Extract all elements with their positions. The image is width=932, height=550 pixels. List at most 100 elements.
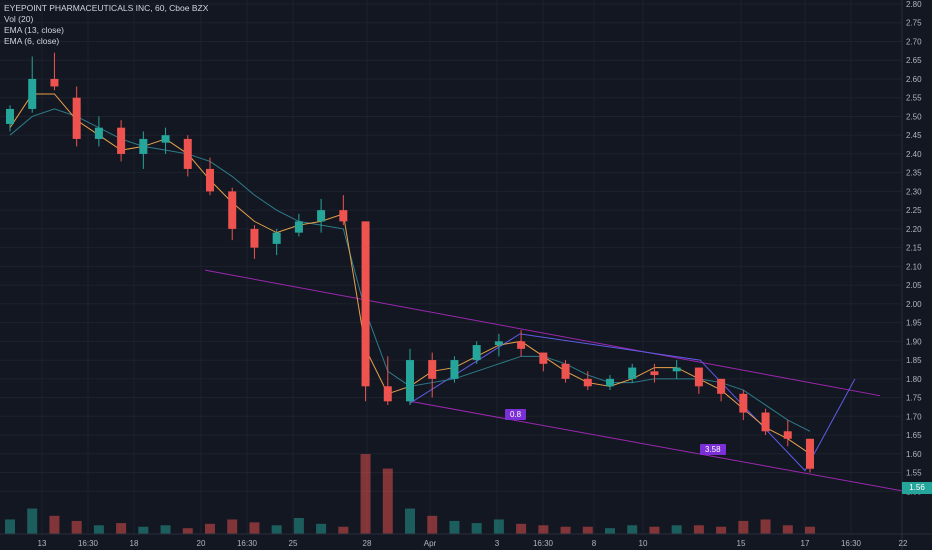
price-tick: 2.30 [906,187,922,196]
price-tick: 2.15 [906,244,922,253]
price-tick: 2.40 [906,150,922,159]
volume-bar [5,519,15,534]
symbol-title[interactable]: EYEPOINT PHARMACEUTICALS INC, 60, Cboe B… [4,3,209,13]
price-tick: 1.60 [906,450,922,459]
time-tick: 22 [899,539,908,548]
price-tick: 2.60 [906,75,922,84]
candle-body [28,78,37,109]
price-tick: 2.70 [906,37,922,46]
price-tick: 2.75 [906,19,922,28]
candle-body [50,78,59,87]
legend-volume[interactable]: Vol (20) [4,14,34,24]
volume-bar [182,528,193,534]
candle-body [739,393,748,413]
last-price-tag: 1.56 [902,482,932,494]
time-tick: Apr [424,539,437,548]
price-tick: 2.50 [906,112,922,121]
time-tick: 17 [801,539,810,548]
candle-body [206,168,214,192]
volume-bar [582,526,593,534]
price-tick: 1.90 [906,337,922,346]
time-tick: 10 [639,539,648,548]
volume-bar [249,522,260,534]
candle-body [450,360,459,379]
volume-bar [649,526,660,534]
candle-body [517,341,526,349]
volume-bars [5,454,815,534]
time-tick: 16:30 [533,539,554,548]
candle-body [161,135,170,143]
lower-trendline [409,400,926,496]
time-tick: 18 [130,539,139,548]
candle-body [583,378,592,387]
candle-body [294,221,303,233]
candle-body [317,210,326,222]
volume-bar [605,528,615,534]
legend-ema-6[interactable]: EMA (6, close) [4,36,60,46]
time-tick: 16:30 [841,539,862,548]
price-tick: 1.95 [906,319,922,328]
volume-bar [493,519,504,534]
price-tick: 1.85 [906,356,922,365]
time-tick: 20 [197,539,206,548]
volume-bar [516,523,527,534]
price-tick: 2.45 [906,131,922,140]
candle-body [339,210,348,222]
price-tick: 1.75 [906,394,922,403]
volume-bar [382,468,393,534]
volume-bar [405,508,415,534]
candle-body [561,363,570,379]
volume-bar [627,525,638,534]
volume-bar [160,525,171,534]
price-axis-bg [902,0,932,550]
volume-bar [227,519,238,534]
candle-body [494,341,503,346]
price-tick: 2.35 [906,169,922,178]
volume-bar [805,526,815,534]
pattern-line [409,333,856,472]
price-tick: 2.00 [906,300,922,309]
volume-bar [693,525,704,534]
candle-body [406,360,414,402]
time-axis: 13 16:30 18 20 16:30 25 28 Apr 3 16:30 8 10 15 17 16:3… [0,533,932,548]
volume-bar [716,526,727,534]
candle-body [428,360,437,379]
time-tick: 15 [737,539,746,548]
candle-body [250,228,259,248]
annotation-right[interactable]: 3.58 [700,444,726,455]
trendlines [204,269,926,496]
volume-bar [427,515,438,534]
volume-bar [782,525,793,534]
candle-body [606,378,614,387]
candle-body [472,345,481,361]
price-tick: 2.65 [906,56,922,65]
time-tick: 16:30 [237,539,258,548]
candle-body [383,386,392,402]
volume-bar [205,523,215,534]
volume-bar [538,525,549,534]
volume-bar [293,518,304,534]
time-tick: 16:30 [78,539,99,548]
annotation-left[interactable]: 0.8 [505,409,527,420]
time-tick: 3 [495,539,500,548]
price-tick: 1.80 [906,375,922,384]
volume-bar [671,525,682,534]
candle-body [783,431,792,439]
candle-body [539,352,548,364]
volume-bar [338,526,349,534]
volume-bar [271,525,282,534]
volume-bar [138,526,149,534]
candle-body [806,438,814,469]
volume-bar [116,523,127,534]
legend-ema-13[interactable]: EMA (13, close) [4,25,64,35]
price-tick: 2.10 [906,262,922,271]
price-tick: 1.65 [906,431,922,440]
candle-body [6,108,14,124]
grid [0,0,904,534]
time-tick: 13 [38,539,47,548]
candle-body [228,191,237,229]
volume-bar [316,523,327,534]
price-tick: 2.55 [906,94,922,103]
chart-legend: EYEPOINT PHARMACEUTICALS INC, 60, Cboe B… [4,3,208,47]
